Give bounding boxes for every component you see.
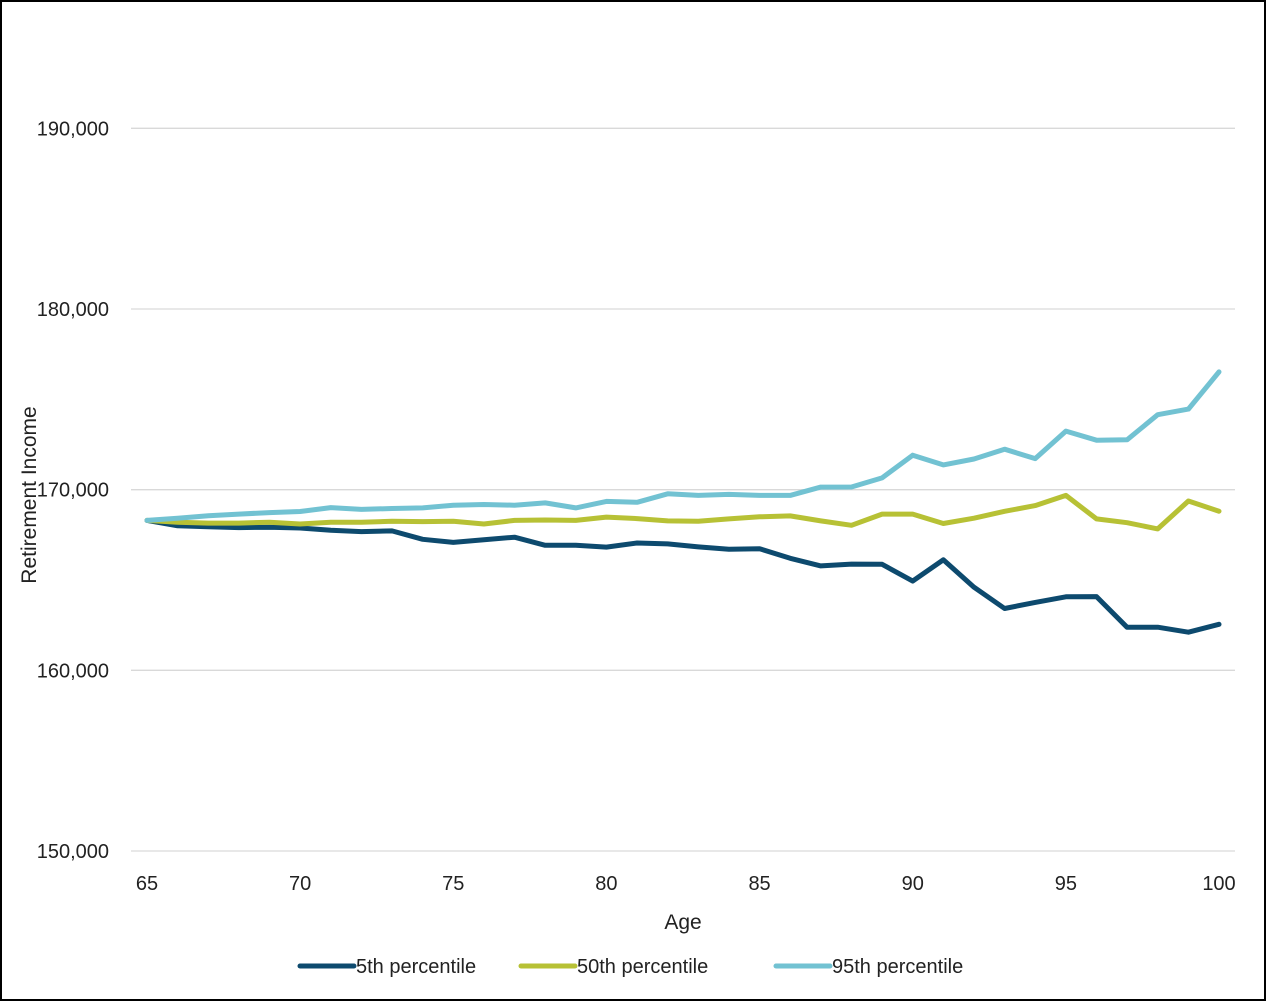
series-line-3 (144, 369, 1222, 523)
x-axis-ticks: 65 70 75 80 85 90 95 100 (136, 873, 1236, 895)
x-tick-label: 95 (1055, 873, 1077, 895)
x-axis-title: Age (664, 911, 701, 934)
legend-label-1: 5th percentile (356, 956, 476, 978)
y-tick-label: 150,000 (37, 841, 109, 863)
gridlines (131, 127, 1235, 852)
y-tick-label: 170,000 (37, 480, 109, 502)
x-tick-label: 90 (902, 873, 924, 895)
x-tick-label: 70 (289, 873, 311, 895)
y-tick-label: 180,000 (37, 299, 109, 321)
legend-label-2: 50th percentile (577, 956, 708, 978)
x-tick-label: 100 (1202, 873, 1235, 895)
x-tick-label: 85 (748, 873, 770, 895)
series-line-2 (144, 492, 1222, 532)
x-tick-label: 65 (136, 873, 158, 895)
series-line-1 (144, 517, 1222, 635)
x-tick-label: 75 (442, 873, 464, 895)
legend-label-3: 95th percentile (832, 956, 963, 978)
y-tick-label: 190,000 (37, 118, 109, 140)
y-axis-title: Retirement Income (18, 406, 41, 583)
legend: 5th percentile 50th percentile 95th percen… (297, 956, 963, 978)
y-axis-ticks: 150,000 160,000 170,000 180,000 190,000 (37, 118, 109, 863)
series-lines (144, 369, 1222, 635)
y-tick-label: 160,000 (37, 660, 109, 682)
x-tick-label: 80 (595, 873, 617, 895)
